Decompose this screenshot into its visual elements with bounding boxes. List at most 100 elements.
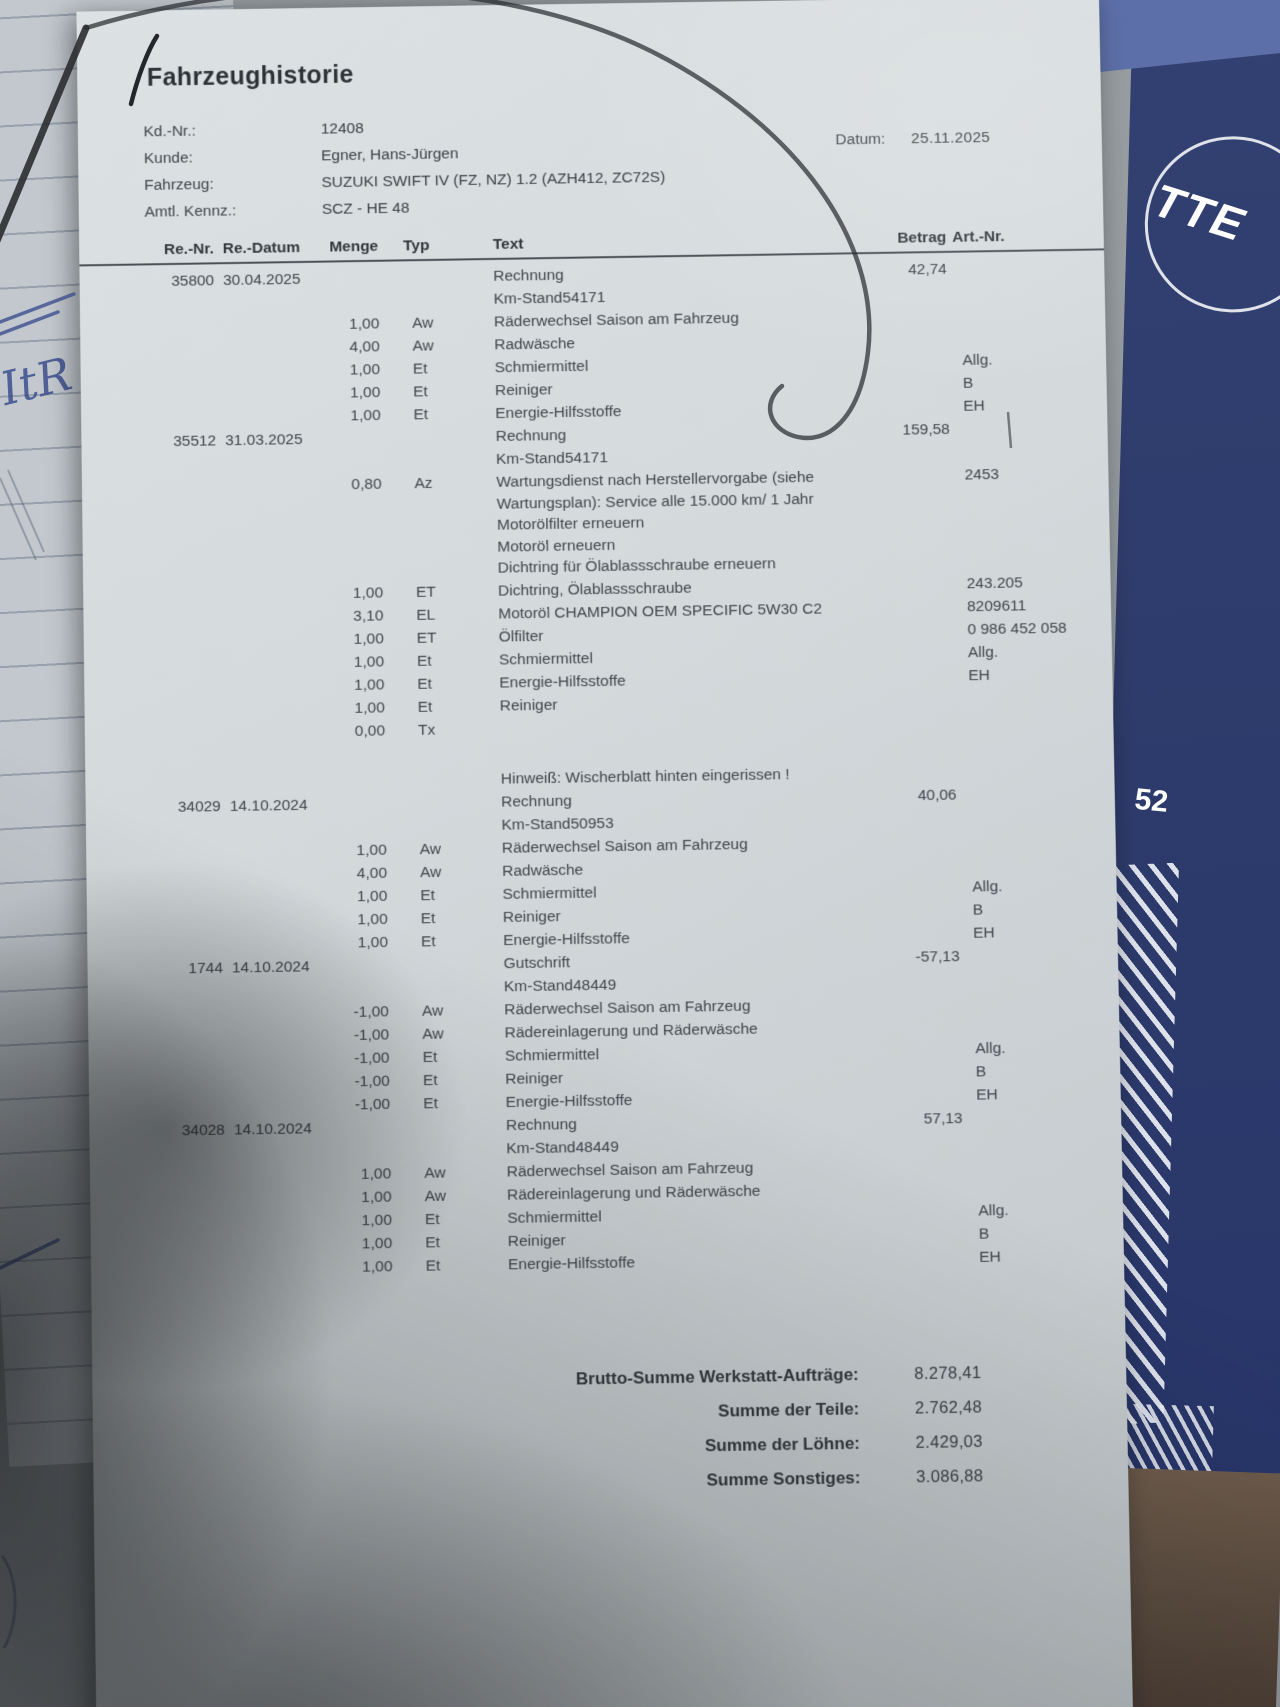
cell-re-datum: [215, 313, 320, 338]
cell-betrag: 40,06: [917, 786, 957, 804]
cell-text: Wartungsdienst nach Herstellervorgabe (s…: [496, 468, 815, 577]
cell-re-datum: [222, 862, 327, 887]
cell-art-nr: B: [962, 374, 974, 392]
cell-menge: 1,00: [356, 887, 388, 905]
cell-re-datum: [222, 885, 327, 910]
cell-art-nr: [958, 850, 1079, 875]
cell-typ: Aw: [422, 1024, 444, 1043]
col-menge: Menge: [329, 237, 379, 256]
cell-typ: Et: [420, 886, 436, 904]
cell-menge: [328, 953, 388, 977]
cell-typ: EL: [416, 606, 436, 624]
cell-menge: [319, 267, 379, 291]
cell-betrag: [868, 1176, 964, 1201]
cell-betrag: [854, 349, 949, 373]
col-re-nr: Re.-Nr.: [163, 240, 214, 259]
cell-re-datum: 14.10.2024: [231, 957, 310, 977]
cell-betrag: [865, 1014, 961, 1039]
cell-typ: Aw: [419, 840, 442, 858]
cell-art-nr: [960, 989, 1081, 1014]
cell-menge: 1,00: [357, 933, 389, 951]
cell-art-nr: [957, 804, 1078, 829]
cell-re-nr: [82, 475, 218, 585]
cell-art-nr: [947, 279, 1067, 304]
col-betrag: Betrag: [897, 229, 947, 247]
cell-betrag: [853, 326, 948, 350]
cell-text: [480, 711, 861, 740]
cell-re-nr: [88, 979, 224, 1004]
cell-typ: Aw: [424, 1163, 446, 1182]
cell-menge: 1,00: [362, 1257, 393, 1276]
date-value: 25.11.2025: [910, 129, 991, 148]
cell-re-datum: [218, 582, 323, 607]
col-re-datum: Re.-Datum: [222, 239, 301, 258]
cell-menge: -1,00: [354, 1072, 391, 1090]
cell-betrag: [861, 760, 956, 785]
cell-art-nr: [947, 256, 1067, 281]
cell-art-nr: 8209611: [966, 596, 1027, 615]
cell-menge: 3,10: [353, 606, 384, 625]
cell-typ: Et: [413, 383, 428, 401]
cell-menge: [326, 815, 386, 839]
cell-art-nr: EH: [968, 666, 991, 684]
cell-re-nr: [80, 292, 215, 317]
cell-typ: Aw: [412, 337, 434, 355]
total-value: 8.278,41: [914, 1363, 982, 1383]
cell-art-nr: B: [975, 1062, 987, 1080]
cell-typ: [388, 975, 484, 1000]
cell-re-nr: [88, 1002, 224, 1027]
cell-menge: [330, 1139, 391, 1163]
cell-typ: Et: [425, 1256, 441, 1275]
cell-re-datum: [219, 697, 324, 722]
cell-re-nr: [83, 584, 218, 609]
cell-re-datum: [216, 405, 321, 430]
cell-menge: -1,00: [354, 1048, 390, 1067]
cell-re-nr: [88, 1049, 224, 1074]
cell-menge: 1,00: [353, 629, 384, 648]
cell-art-nr: 243.205: [966, 573, 1023, 592]
cell-menge: 4,00: [349, 338, 380, 356]
cell-menge: 1,00: [357, 910, 388, 928]
meta-label: Kd.-Nr.:: [143, 122, 196, 141]
cell-betrag: [856, 464, 953, 574]
cell-re-nr: [89, 1072, 225, 1097]
cell-menge: [326, 792, 386, 816]
cell-art-nr: 2453: [964, 465, 1000, 484]
cell-re-datum: [217, 474, 323, 584]
total-value: 2.429,03: [915, 1432, 983, 1452]
cell-typ: Et: [420, 909, 436, 927]
cell-typ: Aw: [424, 1187, 447, 1205]
cell-art-nr: Allg.: [975, 1039, 1006, 1057]
table-rows: 35800 30.04.2025 Rechnung 42,74 Km-Stand…: [79, 255, 1124, 1282]
cell-re-nr: [84, 629, 219, 654]
cell-re-datum: [214, 290, 319, 315]
cell-art-nr: [964, 1174, 1085, 1199]
cell-re-datum: 31.03.2025: [225, 431, 303, 450]
cell-re-datum: [223, 1001, 329, 1026]
cell-art-nr: EH: [963, 397, 986, 415]
cell-re-nr: [88, 1025, 224, 1050]
cell-re-datum: [225, 1140, 331, 1165]
cell-text: Energie-Hilfsstoffe: [507, 1253, 636, 1273]
cell-typ: [388, 952, 484, 977]
cell-typ: [379, 265, 474, 289]
cell-re-datum: [215, 336, 320, 361]
cell-betrag: [860, 710, 955, 735]
cell-re-datum: [221, 839, 326, 864]
cell-re-nr: [84, 698, 219, 723]
cell-menge: 1,00: [361, 1234, 393, 1252]
cell-typ: Et: [416, 652, 432, 670]
col-art-nr: Art.-Nr.: [952, 228, 1005, 246]
document-sheet: Fahrzeughistorie Kd.-Nr.: 12408 Kunde: E…: [76, 0, 1134, 1707]
cell-re-datum: [219, 674, 324, 699]
cell-menge: 1,00: [349, 315, 380, 333]
cell-re-nr: 34028: [181, 1121, 226, 1139]
cell-menge: -1,00: [354, 1095, 391, 1113]
cell-typ: Et: [420, 932, 436, 950]
cell-betrag: [854, 372, 949, 396]
cell-betrag: [869, 1222, 965, 1247]
meta-label: Kunde:: [143, 149, 193, 168]
cell-re-datum: [225, 1163, 331, 1188]
cell-typ: ET: [416, 629, 437, 647]
date-row: Datum: 25.11.2025: [835, 129, 990, 149]
